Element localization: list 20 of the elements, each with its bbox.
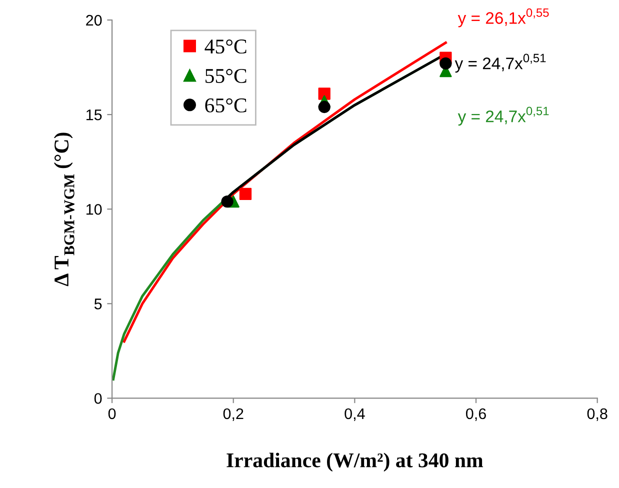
point xyxy=(239,188,252,200)
x-tick-label: 0,6 xyxy=(466,408,486,421)
x-tick-label: 0,4 xyxy=(344,408,365,421)
x-tick-label: 0,2 xyxy=(223,408,244,421)
point xyxy=(318,88,330,100)
y-tick-label: 20 xyxy=(86,14,102,26)
point xyxy=(440,57,452,70)
y-axis-title: Δ TBGM-WGM (°C) xyxy=(54,132,74,286)
point xyxy=(318,100,330,114)
y-tick-label: 5 xyxy=(94,298,102,310)
y-tick-label: 0 xyxy=(94,393,102,404)
legend-label: 65°C xyxy=(205,98,246,112)
x-tick-label: 0 xyxy=(108,408,116,420)
y-tick-label: 10 xyxy=(86,204,102,215)
legend-label: 55°C xyxy=(206,68,246,83)
point xyxy=(221,195,234,208)
legend-label: 45°C xyxy=(204,39,246,54)
y-tick-label: 15 xyxy=(86,110,102,120)
x-tick-label: 0,8 xyxy=(587,408,608,421)
x-axis-title: Irradiance (W/m²) at 340 nm xyxy=(226,452,484,472)
